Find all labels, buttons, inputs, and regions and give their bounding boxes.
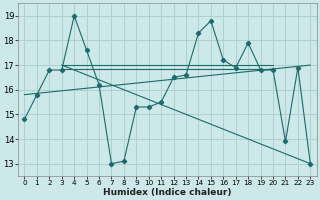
X-axis label: Humidex (Indice chaleur): Humidex (Indice chaleur) [103, 188, 232, 197]
